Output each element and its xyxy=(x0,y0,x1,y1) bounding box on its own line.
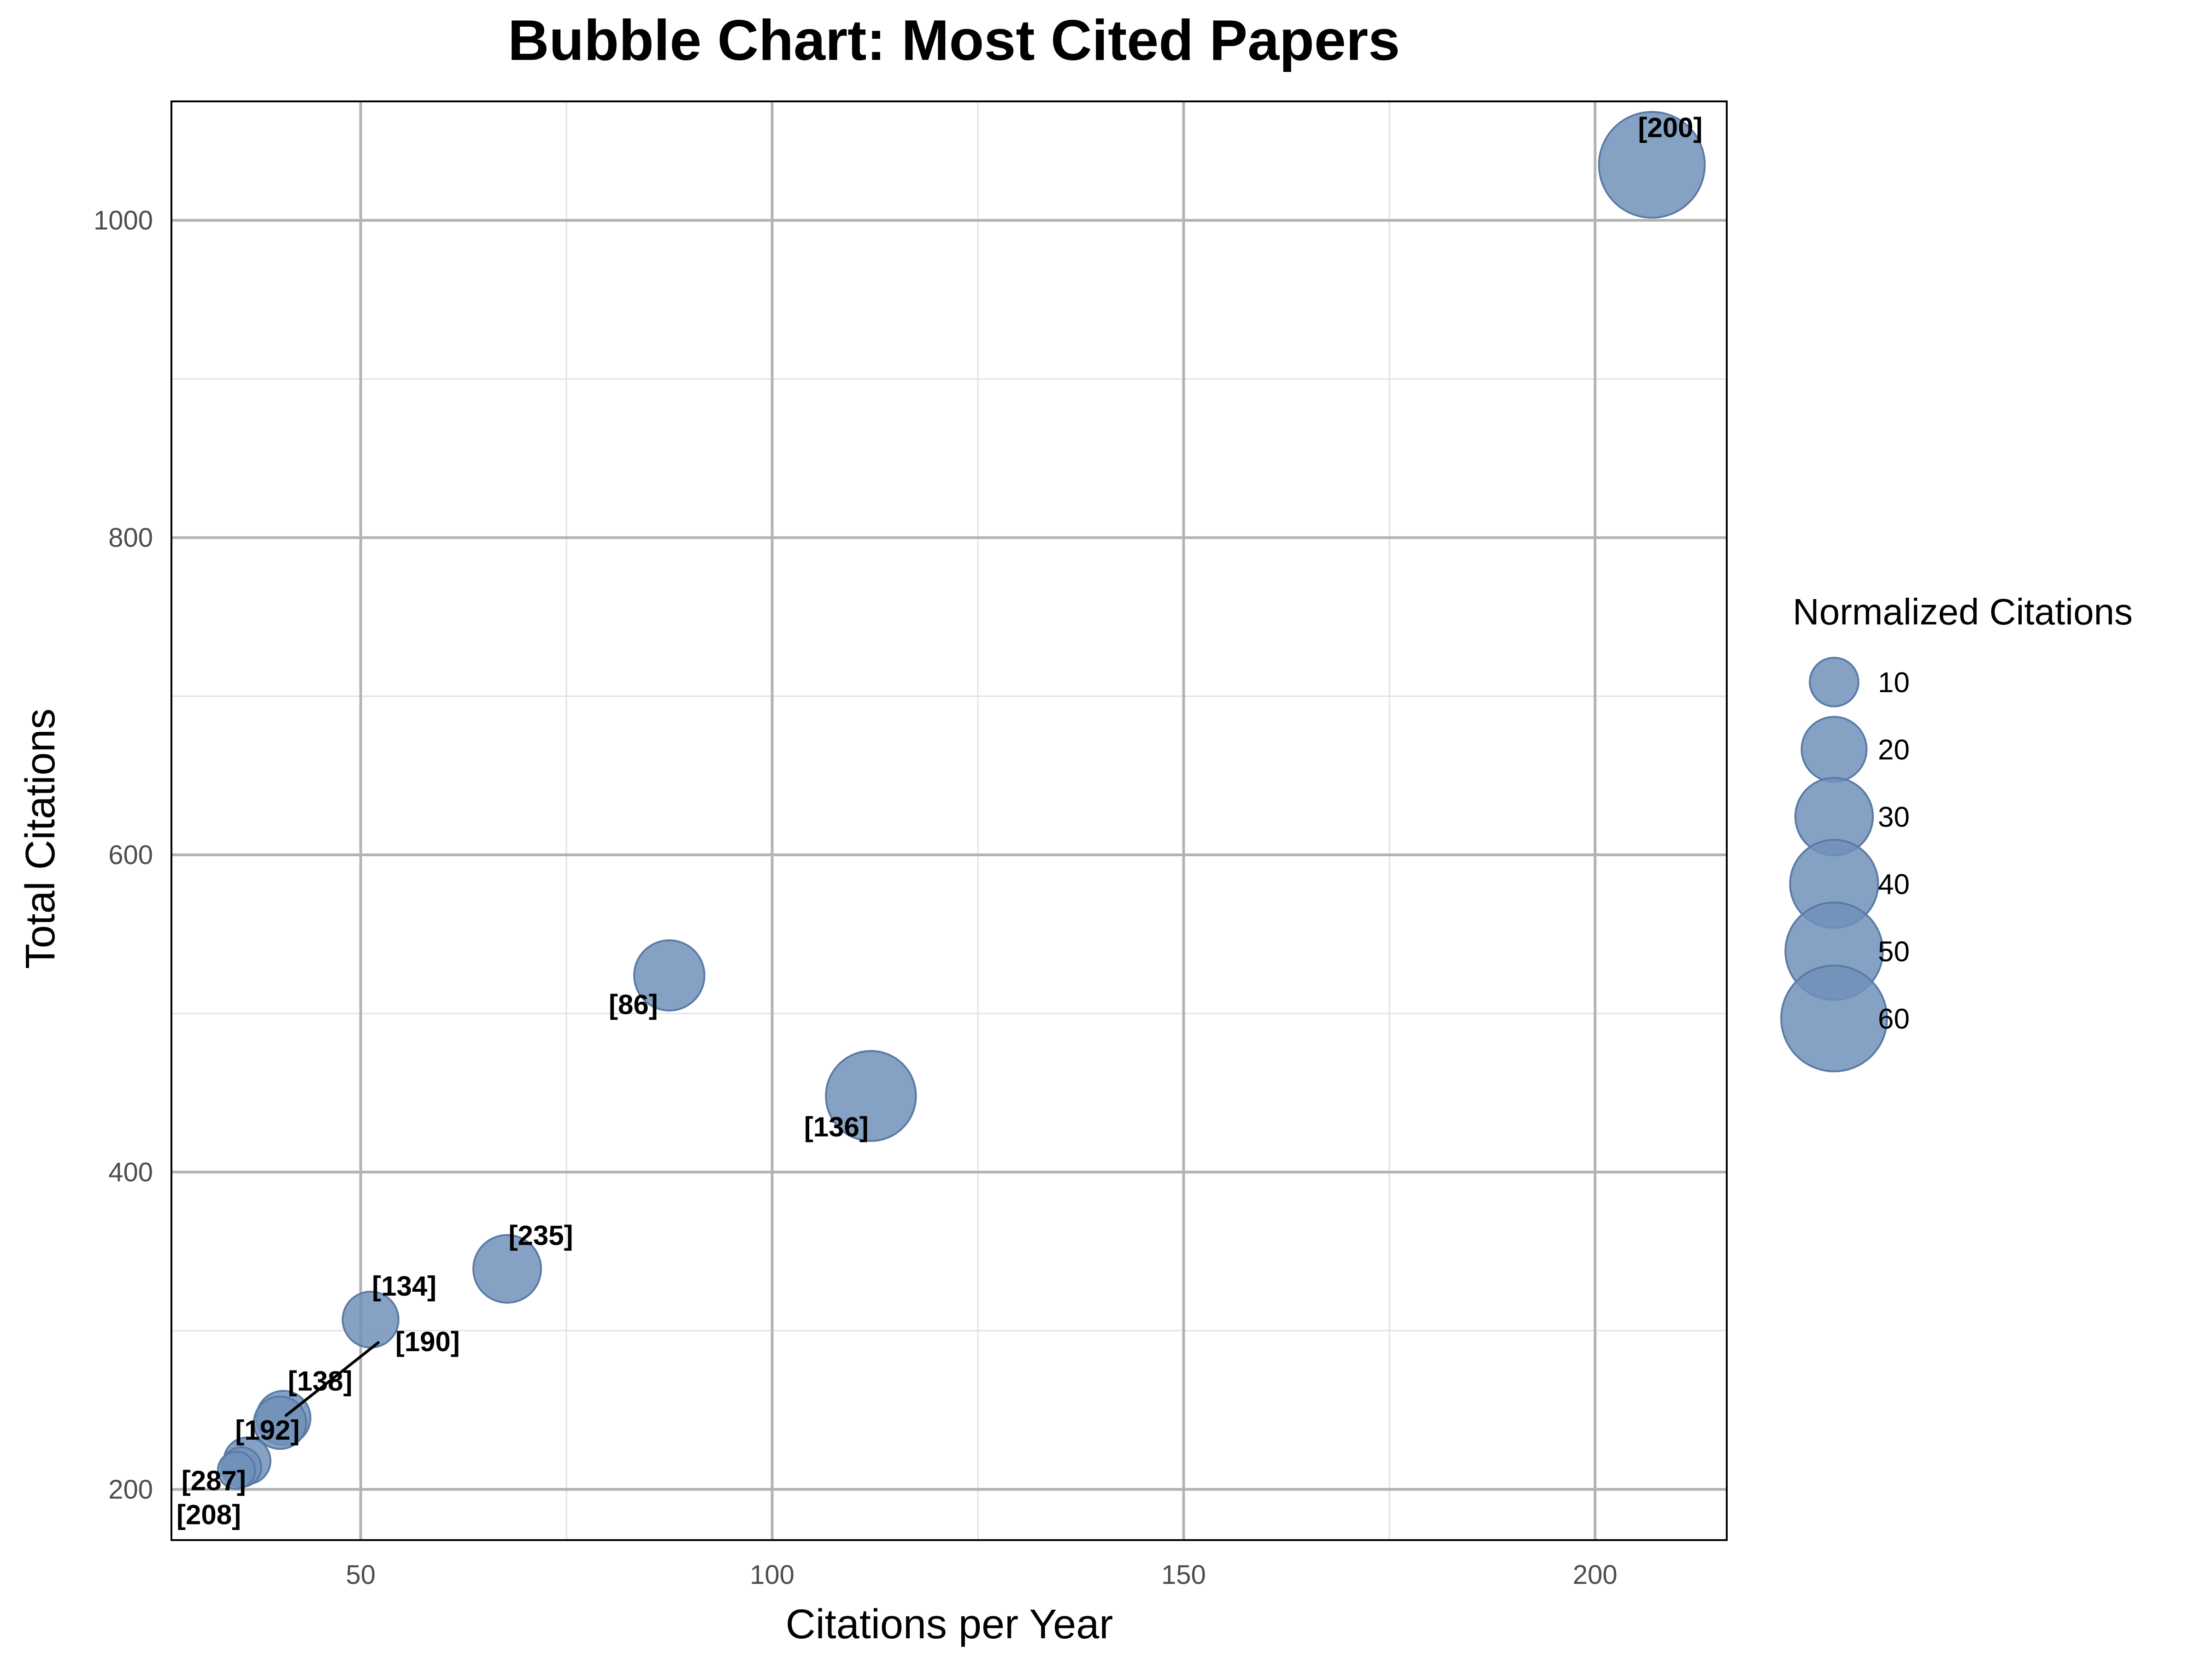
tick-layer: 50 100 150 200 200 400 600 800 1000 xyxy=(94,206,1618,1590)
legend: Normalized Citations 10 20 30 40 50 60 xyxy=(1780,591,2133,1072)
legend-label: 50 xyxy=(1878,936,1910,968)
legend-label: 20 xyxy=(1878,734,1910,766)
x-tick-label: 100 xyxy=(750,1560,794,1590)
bubble xyxy=(217,1451,256,1490)
legend-label: 60 xyxy=(1878,1003,1910,1035)
x-tick-label: 150 xyxy=(1161,1560,1206,1590)
y-axis-title: Total Citations xyxy=(18,708,64,969)
point-label: [134] xyxy=(372,1271,436,1302)
y-tick-label: 600 xyxy=(108,840,153,870)
legend-label: 10 xyxy=(1878,667,1910,699)
point-label: [200] xyxy=(1638,112,1702,143)
x-tick-label: 200 xyxy=(1573,1560,1618,1590)
chart-title: Bubble Chart: Most Cited Papers xyxy=(508,9,1400,72)
legend-title: Normalized Citations xyxy=(1793,591,2133,632)
point-label: [190] xyxy=(395,1326,460,1357)
y-tick-label: 400 xyxy=(108,1157,153,1187)
bubble xyxy=(472,1234,542,1304)
bubble xyxy=(825,1050,917,1142)
point-label: [136] xyxy=(804,1112,869,1142)
y-tick-label: 200 xyxy=(108,1475,153,1505)
point-label: [235] xyxy=(509,1220,573,1251)
label-leader-line xyxy=(284,1341,380,1418)
legend-items: 10 20 30 40 50 60 xyxy=(1780,657,1910,1072)
point-layer xyxy=(217,111,1706,1490)
bubble xyxy=(1598,111,1706,219)
legend-key xyxy=(1800,716,1868,783)
point-label: [138] xyxy=(288,1365,353,1396)
y-tick-label: 1000 xyxy=(94,206,153,235)
point-label: [208] xyxy=(176,1500,241,1530)
point-label: [287] xyxy=(182,1465,246,1496)
point-label: [86] xyxy=(609,989,658,1020)
x-tick-label: 50 xyxy=(346,1560,376,1590)
legend-key xyxy=(1809,657,1859,707)
plot-frame xyxy=(171,100,1728,1541)
grid-layer xyxy=(171,101,1727,1540)
legend-label: 40 xyxy=(1878,869,1910,900)
x-axis-title: Citations per Year xyxy=(786,1601,1113,1647)
y-tick-label: 800 xyxy=(108,523,153,553)
legend-key xyxy=(1780,965,1888,1072)
point-label: [192] xyxy=(235,1415,300,1446)
legend-label: 30 xyxy=(1878,801,1910,833)
label-layer: [200] [136] [86] [235] [134] [190] [138] [192] [… xyxy=(176,112,1703,1530)
bubble xyxy=(633,939,706,1012)
